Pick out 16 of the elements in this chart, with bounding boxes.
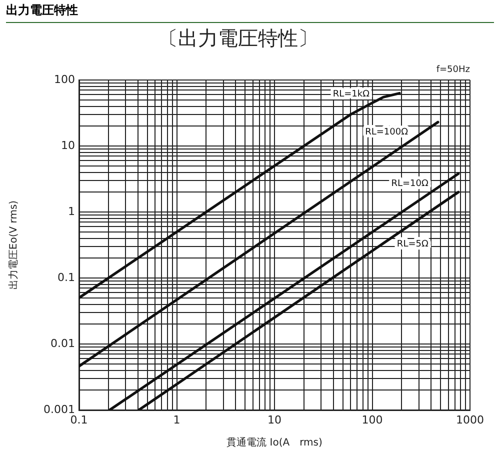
y-axis-title: 出力電圧Eo(V rms)	[8, 200, 20, 290]
y-tick-label: 0.001	[44, 402, 75, 416]
y-tick-label: 1	[68, 204, 75, 218]
y-tick-label: 0.1	[58, 270, 75, 284]
x-axis-title: 貫通電流 Io(A rms)	[226, 436, 322, 449]
x-tick-label: 1000	[456, 413, 484, 426]
x-tick-label: 10	[268, 413, 282, 426]
x-tick-label: 1	[173, 413, 180, 426]
y-tick-label: 100	[54, 72, 75, 86]
chart-subtitle: 〔出力電圧特性〕	[158, 26, 318, 50]
x-tick-label: 0.1	[70, 413, 88, 426]
y-tick-label: 0.01	[50, 336, 75, 350]
text: f=50Hz	[436, 64, 470, 75]
x-tick-label: 100	[362, 413, 383, 426]
y-tick-label: 10	[61, 138, 75, 152]
chart-title: 出力電圧特性	[6, 2, 494, 23]
